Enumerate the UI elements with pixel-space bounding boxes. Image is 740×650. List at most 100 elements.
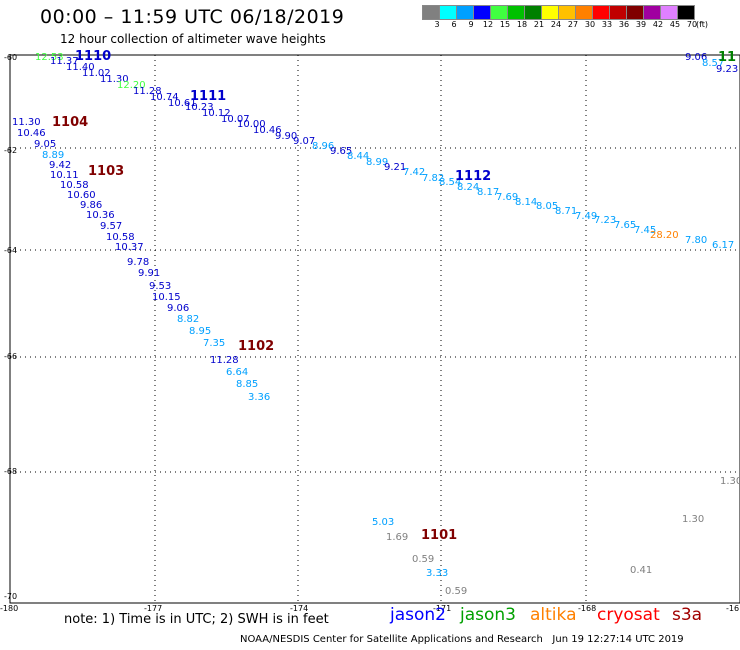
legend-satellite-s3a: s3a bbox=[672, 605, 703, 625]
color-scale-swatch bbox=[456, 5, 474, 20]
wave-height-label: 10.46 bbox=[17, 128, 46, 139]
color-scale-swatch bbox=[507, 5, 525, 20]
wave-height-label: 9.07 bbox=[293, 136, 315, 147]
wave-height-label: 8.44 bbox=[347, 151, 369, 162]
wave-height-label: 10.60 bbox=[67, 190, 96, 201]
lon-label: -174 bbox=[290, 604, 309, 613]
wave-height-label: 7.65 bbox=[614, 220, 636, 231]
color-scale-label: 24 bbox=[550, 20, 562, 29]
wave-height-label: 9.78 bbox=[127, 257, 149, 268]
color-scale-bar bbox=[422, 5, 695, 20]
wave-height-label: 9.06 bbox=[685, 52, 707, 63]
wave-height-label: 9.65 bbox=[330, 146, 352, 157]
wave-height-label: 9.05 bbox=[34, 139, 56, 150]
wave-height-label: 7.45 bbox=[634, 225, 656, 236]
wave-height-label: 8.14 bbox=[515, 197, 537, 208]
lat-label: -70 bbox=[4, 592, 18, 601]
lat-label: -66 bbox=[4, 352, 18, 361]
wave-height-label: 10.46 bbox=[253, 125, 282, 136]
color-scale-swatch bbox=[541, 5, 559, 20]
color-scale-label: 42 bbox=[652, 20, 664, 29]
credit-timestamp: Jun 19 12:27:14 UTC 2019 bbox=[552, 634, 684, 645]
lat-label: -68 bbox=[4, 467, 18, 476]
color-scale-swatch bbox=[422, 5, 440, 20]
color-scale-label: 33 bbox=[601, 20, 613, 29]
wave-height-label: 8.85 bbox=[236, 379, 258, 390]
legend-satellite-jason3: jason3 bbox=[460, 605, 516, 625]
wave-height-label: 10.61 bbox=[168, 98, 197, 109]
wave-height-label: 0.59 bbox=[445, 586, 467, 597]
color-scale-unit: (ft) bbox=[695, 20, 709, 29]
color-scale-label: 18 bbox=[516, 20, 528, 29]
wave-height-label: 8.71 bbox=[555, 206, 577, 217]
wave-height-label: 6.17 bbox=[712, 240, 734, 251]
lat-label: -60 bbox=[4, 53, 18, 62]
lat-label: -62 bbox=[4, 146, 18, 155]
legend-satellite-cryosat: cryosat bbox=[597, 605, 660, 625]
wave-height-label: 8.17 bbox=[477, 187, 499, 198]
color-scale-label: 15 bbox=[499, 20, 511, 29]
track-id-label: 1102 bbox=[238, 339, 274, 354]
color-scale-label: 36 bbox=[618, 20, 630, 29]
wave-height-label: 11.37 bbox=[50, 56, 79, 67]
wave-height-label: 10.11 bbox=[50, 170, 79, 181]
color-scale-label: 45 bbox=[669, 20, 681, 29]
wave-height-label: 11.02 bbox=[82, 68, 111, 79]
wave-height-label: 1.30 bbox=[720, 476, 740, 487]
track-id-label: 1104 bbox=[52, 115, 88, 130]
legend-note: note: 1) Time is in UTC; 2) SWH is in fe… bbox=[64, 612, 329, 627]
lon-label: -16 bbox=[726, 604, 740, 613]
legend-satellite-jason2: jason2 bbox=[390, 605, 446, 625]
wave-height-label: 10.36 bbox=[86, 210, 115, 221]
wave-height-label: 5.03 bbox=[372, 517, 394, 528]
color-scale-label: 27 bbox=[567, 20, 579, 29]
wave-height-label: 9.86 bbox=[80, 200, 102, 211]
wave-height-label: 8.54 bbox=[439, 177, 461, 188]
color-scale-label: 21 bbox=[533, 20, 545, 29]
wave-height-label: 8.89 bbox=[42, 150, 64, 161]
wave-height-label: 10.23 bbox=[185, 102, 214, 113]
wave-height-label: 3.36 bbox=[248, 392, 270, 403]
wave-height-label: 8.99 bbox=[366, 157, 388, 168]
wave-height-label: 8.57 bbox=[702, 58, 724, 69]
wave-height-label: 9.21 bbox=[384, 162, 406, 173]
wave-height-label: 9.06 bbox=[167, 303, 189, 314]
color-scale-swatch bbox=[643, 5, 661, 20]
wave-height-label: 10.58 bbox=[60, 180, 89, 191]
track-id-label: 1112 bbox=[455, 169, 491, 184]
wave-height-label: 9.90 bbox=[275, 131, 297, 142]
wave-height-label: 0.59 bbox=[412, 554, 434, 565]
map-frame bbox=[9, 54, 740, 604]
page-title: 00:00 – 11:59 UTC 06/18/2019 bbox=[40, 6, 345, 28]
wave-height-label: 12.53 bbox=[35, 52, 64, 63]
wave-height-label: 11.30 bbox=[12, 117, 41, 128]
credit-text: NOAA/NESDIS Center for Satellite Applica… bbox=[240, 634, 543, 645]
track-id-label: 1101 bbox=[421, 528, 457, 543]
wave-height-label: 10.00 bbox=[237, 119, 266, 130]
color-scale-swatch bbox=[677, 5, 695, 20]
wave-height-label: 11.28 bbox=[210, 355, 239, 366]
wave-height-label: 8.95 bbox=[189, 326, 211, 337]
wave-height-label: 10.07 bbox=[221, 114, 250, 125]
color-scale-swatch bbox=[660, 5, 678, 20]
wave-height-label: 8.24 bbox=[457, 182, 479, 193]
color-scale-swatch bbox=[558, 5, 576, 20]
color-scale-label: 70 bbox=[686, 20, 698, 29]
wave-height-label: 10.58 bbox=[106, 232, 135, 243]
color-scale-label: 30 bbox=[584, 20, 596, 29]
color-scale-swatch bbox=[609, 5, 627, 20]
wave-height-label: 7.82 bbox=[422, 173, 444, 184]
track-id-label: 1111 bbox=[190, 89, 226, 104]
lat-label: -64 bbox=[4, 246, 18, 255]
wave-height-label: 0.41 bbox=[630, 565, 652, 576]
color-scale-swatch bbox=[592, 5, 610, 20]
wave-height-label: 9.23 bbox=[716, 64, 738, 75]
wave-height-label: 7.23 bbox=[594, 215, 616, 226]
wave-height-label: 9.42 bbox=[49, 160, 71, 171]
wave-height-label: 8.82 bbox=[177, 314, 199, 325]
color-scale-label: 6 bbox=[451, 20, 457, 29]
wave-height-label: 7.49 bbox=[575, 211, 597, 222]
wave-height-label: 11.30 bbox=[100, 74, 129, 85]
